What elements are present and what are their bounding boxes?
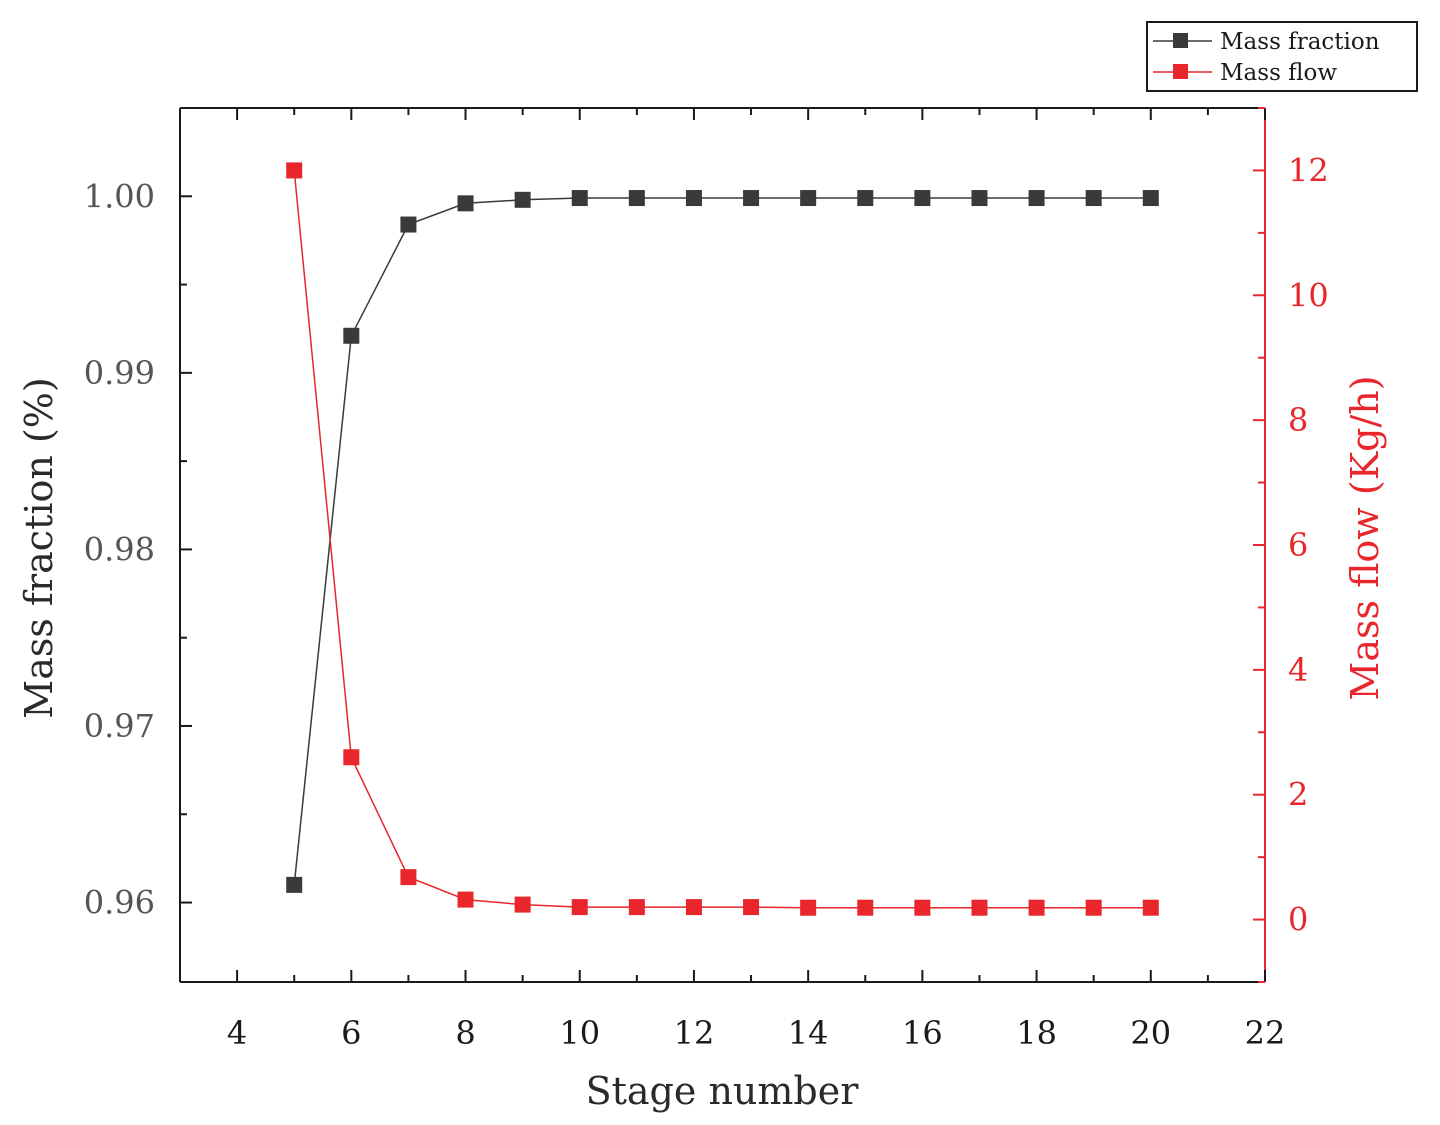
data-point-mass-fraction (400, 216, 417, 233)
data-point-mass-fraction (628, 190, 645, 207)
data-point-mass-flow (1028, 899, 1045, 916)
data-point-mass-flow (457, 891, 474, 908)
data-point-mass-flow (1142, 899, 1159, 916)
legend-marker-mass-fraction (1173, 33, 1188, 48)
data-point-mass-flow (400, 869, 417, 886)
x-axis-title: Stage number (586, 1069, 860, 1113)
y-right-tick-label: 8 (1288, 401, 1308, 439)
y-right-tick-label: 2 (1288, 776, 1308, 814)
y-left-tick-label: 0.96 (84, 884, 155, 922)
data-point-mass-fraction (914, 190, 931, 207)
x-tick-label: 12 (674, 1014, 715, 1052)
x-tick-label: 18 (1016, 1014, 1057, 1052)
y-left-tick-label: 1.00 (84, 177, 155, 215)
legend-box (1146, 21, 1418, 92)
data-point-mass-fraction (457, 195, 474, 212)
data-point-mass-fraction (1142, 190, 1159, 207)
y-right-tick-label: 10 (1288, 276, 1329, 314)
y-right-tick-label: 0 (1288, 901, 1308, 939)
x-tick-label: 16 (902, 1014, 943, 1052)
data-point-mass-flow (628, 899, 645, 916)
data-point-mass-flow (800, 899, 817, 916)
legend: Mass fraction Mass flow (1146, 21, 1418, 92)
data-point-mass-fraction (1085, 190, 1102, 207)
series-line-mass-flow (293, 170, 1151, 909)
data-point-mass-flow (743, 899, 760, 916)
data-point-mass-flow (685, 899, 702, 916)
x-tick-label: 8 (455, 1014, 475, 1052)
data-point-mass-fraction (571, 190, 588, 207)
data-point-mass-fraction (971, 190, 988, 207)
legend-label-mass-fraction: Mass fraction (1220, 29, 1380, 55)
data-point-mass-fraction (1028, 190, 1045, 207)
axes: 4 6 8 10 12 14 16 18 20 22 0.96 0.97 0.98 0.99 1.00 0 2 4… (84, 107, 1329, 1052)
data-point-mass-fraction (343, 327, 360, 344)
y-left-axis-title: Mass fraction (%) (17, 377, 61, 718)
series-line-mass-fraction (293, 197, 1151, 885)
y-right-tick-label: 4 (1288, 651, 1308, 689)
data-point-mass-fraction (286, 876, 303, 893)
x-tick-label: 6 (341, 1014, 361, 1052)
series (286, 162, 1159, 916)
data-point-mass-fraction (857, 190, 874, 207)
x-tick-label: 14 (788, 1014, 829, 1052)
data-point-mass-fraction (743, 190, 760, 207)
data-point-mass-fraction (800, 190, 817, 207)
data-point-mass-flow (971, 899, 988, 916)
data-point-mass-fraction (685, 190, 702, 207)
data-point-mass-fraction (514, 191, 531, 208)
data-point-mass-flow (343, 749, 360, 766)
data-point-mass-flow (857, 899, 874, 916)
x-tick-label: 4 (227, 1014, 247, 1052)
x-tick-label: 10 (559, 1014, 600, 1052)
y-left-tick-label: 0.99 (84, 354, 155, 392)
y-right-axis-title: Mass flow (Kg/h) (1343, 375, 1387, 700)
y-right-tick-label: 6 (1288, 526, 1308, 564)
data-point-mass-flow (514, 896, 531, 913)
data-point-mass-flow (571, 899, 588, 916)
y-left-tick-label: 0.97 (84, 707, 155, 745)
x-tick-label: 20 (1130, 1014, 1171, 1052)
data-point-mass-flow (1085, 899, 1102, 916)
x-tick-label: 22 (1245, 1014, 1286, 1052)
y-left-tick-label: 0.98 (84, 530, 155, 568)
data-point-mass-flow (914, 899, 931, 916)
y-right-tick-label: 12 (1288, 151, 1329, 189)
legend-label-mass-flow: Mass flow (1220, 60, 1337, 86)
data-point-mass-flow (286, 162, 303, 179)
legend-marker-mass-flow (1173, 64, 1188, 79)
